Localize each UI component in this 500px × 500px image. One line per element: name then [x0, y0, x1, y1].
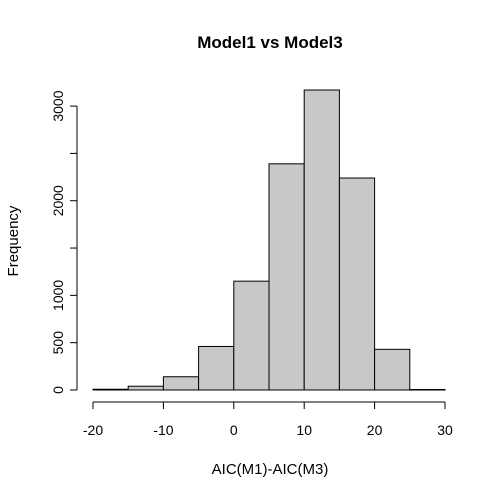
y-axis: 0 500 1000 2000 3000 — [50, 90, 78, 394]
y-tick-label: 0 — [50, 386, 66, 394]
chart-title: Model1 vs Model3 — [197, 33, 342, 52]
x-axis-label: AIC(M1)-AIC(M3) — [212, 461, 329, 478]
histogram-bar — [162, 376, 200, 391]
histogram-bar — [338, 177, 376, 391]
y-axis-label: Frequency — [5, 205, 22, 276]
y-tick-label: 2000 — [50, 185, 66, 216]
histogram-bar — [92, 388, 129, 391]
histogram-bar — [198, 345, 235, 391]
y-tick-label: 3000 — [50, 90, 66, 121]
bars-group — [92, 89, 446, 391]
x-tick-label: -10 — [153, 422, 173, 438]
x-tick-label: 30 — [437, 422, 453, 438]
histogram-bar — [374, 348, 411, 391]
y-tick-label: 1000 — [50, 280, 66, 311]
x-tick-label: 20 — [367, 422, 383, 438]
x-tick-label: 10 — [296, 422, 312, 438]
histogram-bar — [127, 385, 164, 391]
histogram-bar — [233, 280, 270, 391]
x-tick-label: 0 — [230, 422, 238, 438]
x-axis: -20 -10 0 10 20 30 — [83, 401, 453, 438]
x-tick-label: -20 — [83, 422, 103, 438]
histogram-bar — [303, 89, 340, 391]
histogram-bar — [268, 163, 305, 391]
histogram-bar — [409, 389, 446, 391]
y-tick-label: 500 — [50, 331, 66, 355]
